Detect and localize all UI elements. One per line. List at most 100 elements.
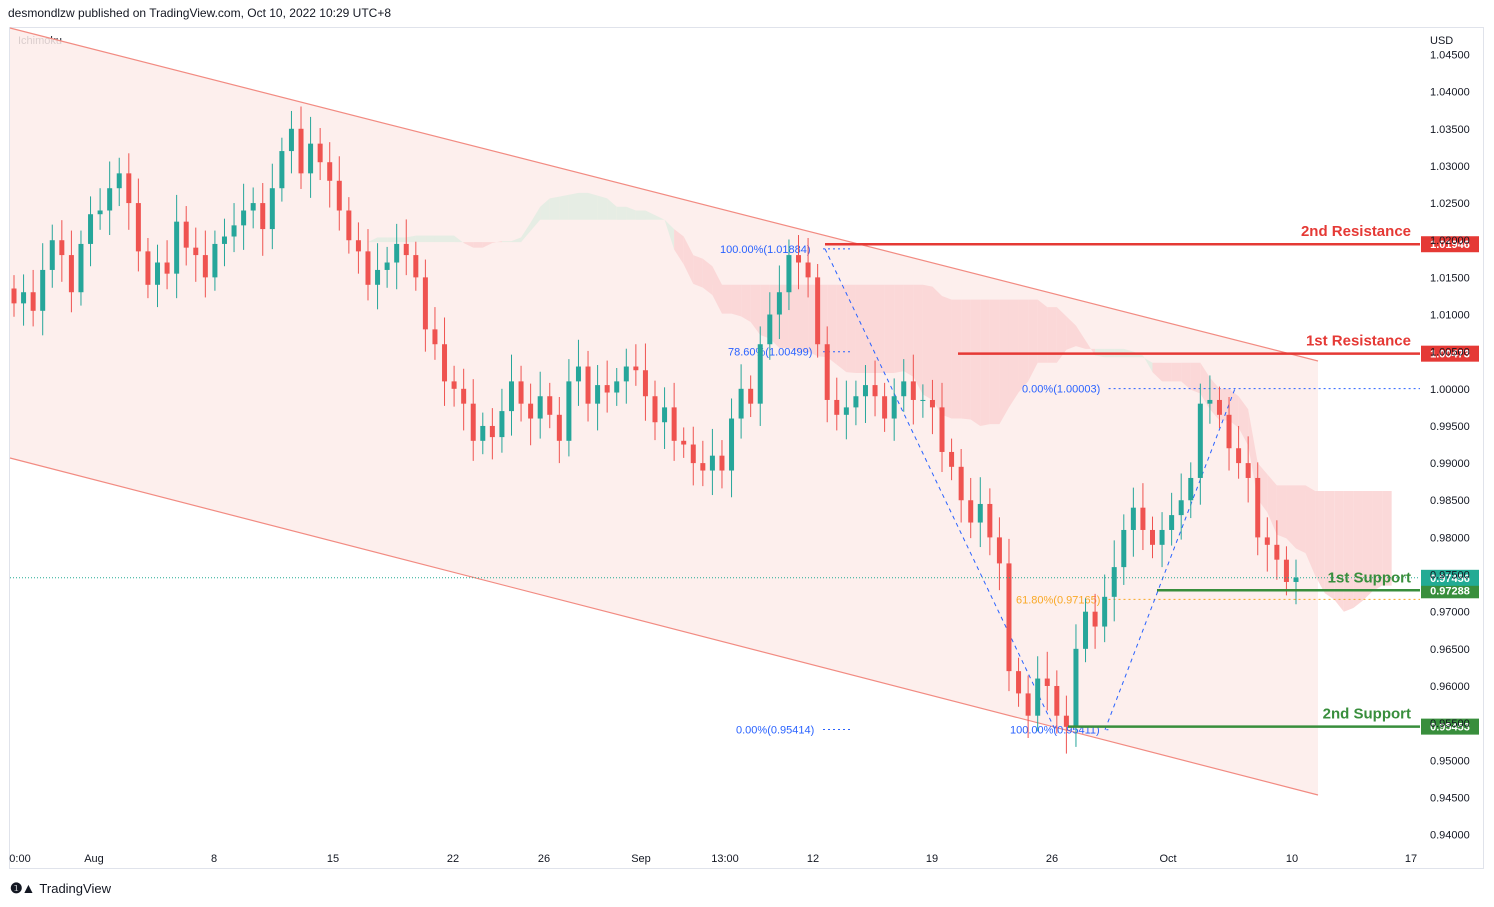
candle xyxy=(1188,462,1194,519)
candle-body xyxy=(547,396,553,415)
support-resistance-levels: 2nd Resistance 1.01946 1st Resistance 1.004… xyxy=(10,223,1479,735)
candle-body xyxy=(470,403,476,441)
y-tick-label: 0.97000 xyxy=(1430,607,1470,619)
candle xyxy=(298,106,304,189)
candle xyxy=(786,239,792,311)
x-tick-label: 12 xyxy=(807,853,819,865)
candle xyxy=(1044,651,1050,711)
candle xyxy=(1054,670,1060,734)
footer-brand[interactable]: ❶▲ TradingView xyxy=(10,880,111,897)
candle xyxy=(241,183,247,250)
candle-body xyxy=(929,399,935,408)
cloud-segment xyxy=(568,192,579,220)
candle-body xyxy=(1283,559,1289,582)
candle xyxy=(231,203,237,253)
candle xyxy=(461,368,467,431)
candle xyxy=(355,222,361,274)
candle xyxy=(317,128,323,181)
currency-label: USD xyxy=(1430,35,1453,47)
candle xyxy=(1092,593,1098,649)
candle xyxy=(413,241,419,291)
candle xyxy=(1274,520,1280,580)
x-tick-label: 10 xyxy=(1286,853,1298,865)
candle xyxy=(1102,574,1108,643)
candle xyxy=(585,350,591,422)
price-tag-text: 0.97288 xyxy=(1430,585,1470,597)
candle-body xyxy=(1083,611,1089,649)
candle-body xyxy=(279,151,285,189)
price-axis: 1.04500 1.04000 1.03500 1.03000 1.02500 1.020… xyxy=(1430,49,1470,841)
candle xyxy=(1111,540,1117,622)
candle-body xyxy=(824,344,830,400)
cloud-segment xyxy=(454,235,464,244)
candle xyxy=(97,188,103,230)
y-tick-label: 1.02500 xyxy=(1430,198,1470,210)
tradingview-logo-icon: ❶▲ xyxy=(10,880,35,896)
candle-body xyxy=(1149,529,1155,545)
candle-body xyxy=(1188,477,1194,501)
y-tick-label: 0.94000 xyxy=(1430,830,1470,842)
cloud-segment xyxy=(836,284,847,373)
candle-body xyxy=(604,385,610,393)
candle-body xyxy=(1245,463,1251,478)
candle-body xyxy=(910,381,916,400)
y-tick-label: 0.99500 xyxy=(1430,421,1470,433)
candle xyxy=(968,477,974,539)
candle-body xyxy=(776,292,782,315)
candle-body xyxy=(461,388,467,404)
candle-body xyxy=(623,366,629,382)
candle xyxy=(442,317,448,406)
candle xyxy=(1016,657,1022,707)
candle xyxy=(1169,492,1175,546)
candle xyxy=(1197,383,1203,505)
candle-body xyxy=(987,503,993,538)
candle-body xyxy=(145,251,151,285)
candle xyxy=(489,408,495,460)
cloud-segment xyxy=(1190,362,1201,394)
candle xyxy=(901,359,907,412)
cloud-segment xyxy=(1372,490,1383,592)
candle xyxy=(221,218,227,267)
candle xyxy=(288,110,294,174)
candle xyxy=(327,142,333,208)
cloud-segment xyxy=(1075,325,1086,349)
candle xyxy=(145,237,151,299)
candle xyxy=(776,265,782,340)
cloud-segment xyxy=(702,258,713,296)
candle xyxy=(1236,425,1242,479)
cloud-segment xyxy=(1200,362,1210,410)
candle xyxy=(805,237,811,298)
candle xyxy=(78,230,84,306)
candle-body xyxy=(662,407,668,423)
candle xyxy=(681,427,687,458)
candle xyxy=(566,359,572,457)
x-tick-label: 19 xyxy=(926,853,938,865)
cloud-segment xyxy=(578,192,589,220)
candle xyxy=(1006,538,1012,692)
candle-body xyxy=(595,385,601,404)
candle-body xyxy=(1035,678,1041,716)
cloud-segment xyxy=(655,215,665,220)
y-tick-label: 0.95500 xyxy=(1430,718,1470,730)
candle xyxy=(11,275,17,317)
candle-body xyxy=(1121,529,1127,568)
cloud-segment xyxy=(1028,299,1038,382)
channel-lower-line xyxy=(9,457,1319,796)
candle xyxy=(709,428,715,496)
candle xyxy=(508,354,514,436)
candle-body xyxy=(88,214,94,244)
candle xyxy=(40,243,46,336)
candle xyxy=(662,387,668,449)
cloud-segment xyxy=(367,237,378,243)
candle xyxy=(279,137,285,202)
price-tag xyxy=(1421,582,1479,599)
candle-body xyxy=(394,243,400,263)
candle-body xyxy=(862,385,868,397)
x-tick-label: 22 xyxy=(447,853,459,865)
cloud-segment xyxy=(1066,316,1076,350)
cloud-segment xyxy=(750,284,761,335)
cloud-segment xyxy=(1152,362,1163,382)
y-tick-label: 1.01000 xyxy=(1430,310,1470,322)
candle xyxy=(183,206,189,266)
